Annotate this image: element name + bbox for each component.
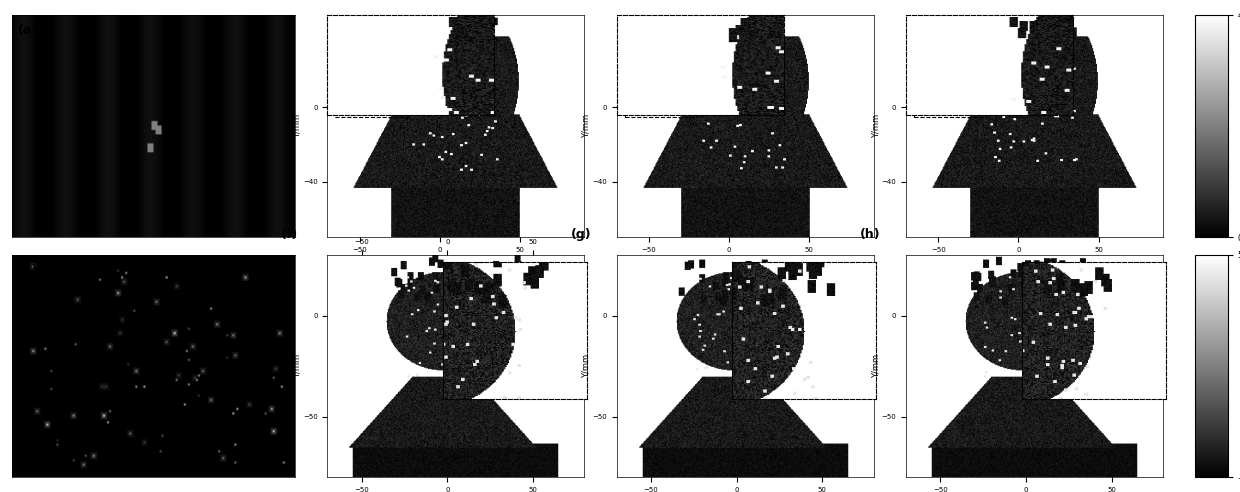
Text: (f): (f) [281,228,299,241]
Text: (g): (g) [570,228,591,241]
X-axis label: X/mm: X/mm [444,254,469,263]
Bar [745,275,857,376]
Bar [336,28,408,117]
Bar [1034,275,1146,376]
X-axis label: X/mm: X/mm [733,254,758,263]
Bar [914,28,986,117]
Y-axis label: Y/mm: Y/mm [872,114,880,138]
Y-axis label: Y/mm: Y/mm [872,354,880,378]
Bar [625,28,697,117]
Text: (a): (a) [19,24,38,36]
Y-axis label: Y/mm: Y/mm [582,114,591,138]
Y-axis label: Y/mm: Y/mm [293,354,301,378]
Text: (e): (e) [19,264,38,277]
Bar [456,275,567,376]
X-axis label: X/mm: X/mm [1022,254,1047,263]
Y-axis label: Y/mm: Y/mm [582,354,591,378]
Text: (h): (h) [859,228,880,241]
Y-axis label: Y/mm: Y/mm [293,114,301,138]
